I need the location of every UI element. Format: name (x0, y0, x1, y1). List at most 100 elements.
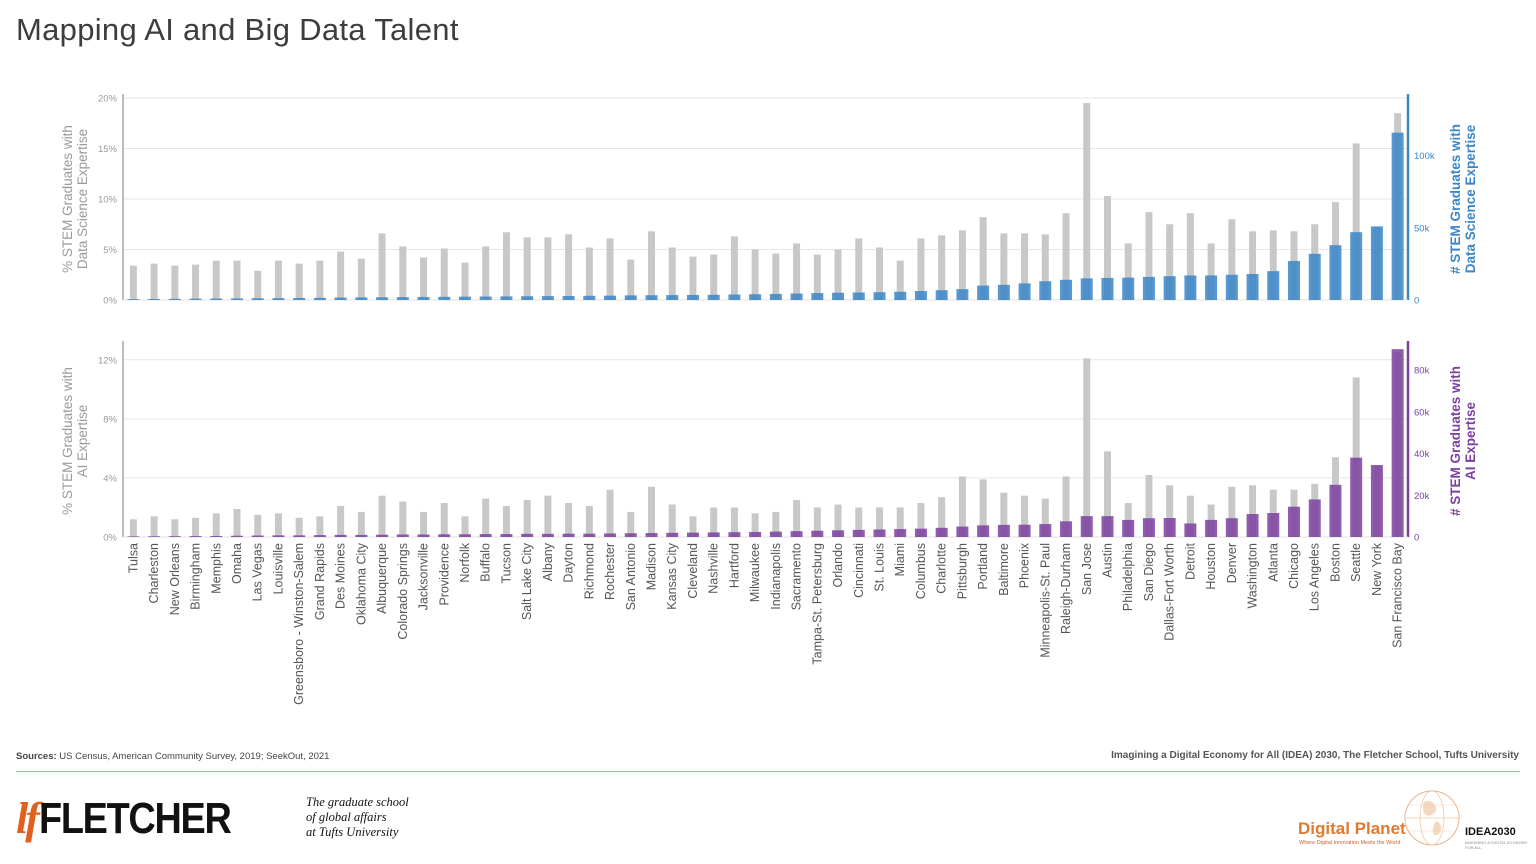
count-bar (1039, 281, 1052, 300)
x-tick-label: Miami (893, 543, 907, 576)
y2-tick-label: 0 (1414, 296, 1419, 307)
x-tick-label: Charlotte (935, 543, 949, 594)
count-bar (376, 297, 389, 300)
pct-bar (855, 238, 863, 300)
x-tick-label: Charleston (147, 543, 161, 603)
fletcher-logo: lf FLETCHER (16, 797, 262, 841)
pct-bar (1186, 495, 1194, 537)
pct-bar (482, 246, 490, 300)
y2-tick-label: 20k (1414, 491, 1430, 502)
y-axis-title: % STEM Graduates withAI Expertise (60, 367, 90, 515)
y-axis-title: % STEM Graduates withData Science Expert… (60, 125, 90, 273)
pct-bar (730, 507, 738, 537)
pct-bar (420, 511, 428, 537)
x-tick-label: Memphis (209, 543, 223, 594)
count-bar (1391, 349, 1404, 537)
pct-bar (171, 519, 179, 537)
pct-bar (502, 505, 510, 537)
pct-bar (1145, 474, 1153, 537)
pct-bar (295, 263, 303, 300)
count-bar (1246, 514, 1259, 537)
count-bar (769, 531, 782, 537)
count-bar (645, 295, 658, 300)
x-tick-label: Tampa-St. Petersburg (810, 543, 824, 665)
count-bar (230, 298, 243, 300)
pct-bar (689, 516, 697, 537)
pct-bar (233, 508, 241, 537)
pct-bar (1228, 219, 1236, 300)
pct-bar (855, 507, 863, 537)
pct-bar (751, 513, 759, 537)
digital-planet-tagline: Where Digital Innovation Meets the World (1299, 840, 1401, 846)
count-bar (873, 529, 886, 537)
pct-bar (544, 237, 552, 300)
idea-logo-text: IDEA2030 (1465, 826, 1516, 838)
pct-bar (1124, 243, 1132, 300)
pct-bar (420, 257, 428, 300)
count-bar (604, 533, 617, 537)
count-bar (1329, 484, 1342, 537)
fletcher-tagline: The graduate school of global affairs at… (306, 795, 409, 840)
count-bar (707, 532, 720, 537)
y-axis-title-line: % STEM Graduates with (60, 125, 75, 273)
y-axis-title-line: Data Science Expertise (75, 129, 90, 269)
count-bar (438, 534, 451, 537)
pct-bar (482, 498, 490, 537)
count-bar (832, 292, 845, 300)
x-tick-label: Atlanta (1266, 543, 1280, 582)
pct-bar (1083, 358, 1091, 537)
x-tick-label: Tucson (499, 543, 513, 584)
count-bar (873, 292, 886, 300)
x-tick-label: Greensboro - Winston-Salem (292, 543, 306, 705)
count-bar (417, 534, 430, 537)
pct-bar (648, 486, 656, 537)
digital-planet-logo: Digital Planet (1298, 819, 1406, 838)
count-bar (583, 295, 596, 300)
fletcher-logo-word: FLETCHER (38, 794, 232, 843)
count-bar (458, 534, 471, 537)
count-bar (790, 293, 803, 300)
pct-bar (192, 264, 200, 300)
count-bar (956, 289, 969, 300)
y2-tick-label: 40k (1414, 449, 1430, 460)
pct-bar (1103, 451, 1111, 537)
pct-bar (689, 256, 697, 300)
pct-bar (1062, 213, 1070, 300)
x-tick-label: Boston (1328, 543, 1342, 582)
count-bar (624, 533, 637, 537)
count-bar (562, 295, 575, 300)
count-bar (500, 296, 513, 300)
x-tick-label: Sacramento (790, 543, 804, 610)
pct-bar (730, 236, 738, 300)
count-bar (1060, 521, 1073, 537)
pct-bar (1228, 486, 1236, 537)
count-bar (1308, 253, 1321, 300)
pct-bar (357, 511, 365, 537)
count-bar (1205, 275, 1218, 300)
pct-bar (440, 503, 448, 537)
x-tick-label: San Francisco Bay (1391, 542, 1405, 648)
count-bar (728, 532, 741, 537)
y-tick-label: 15% (98, 144, 118, 155)
pct-bar (896, 507, 904, 537)
pct-bar (1083, 103, 1091, 300)
count-bar (210, 298, 223, 300)
pct-bar (875, 507, 883, 537)
pct-bar (502, 232, 510, 300)
count-bar (977, 525, 990, 537)
y2-tick-label: 50k (1414, 223, 1430, 234)
x-tick-label: Seattle (1349, 543, 1363, 582)
x-tick-label: Chicago (1287, 543, 1301, 589)
x-tick-label: Denver (1225, 543, 1239, 583)
pct-bar (1021, 233, 1029, 300)
count-bar (251, 298, 264, 300)
pct-bar (793, 243, 801, 300)
pct-bar (1041, 234, 1049, 300)
y2-axis-title-line: Data Science Expertise (1463, 124, 1478, 273)
count-bar (148, 536, 161, 537)
x-tick-label: Louisville (271, 543, 285, 594)
count-bar (997, 524, 1010, 537)
pct-bar (254, 270, 262, 300)
x-tick-label: Washington (1246, 543, 1260, 609)
x-tick-label: Houston (1204, 543, 1218, 590)
